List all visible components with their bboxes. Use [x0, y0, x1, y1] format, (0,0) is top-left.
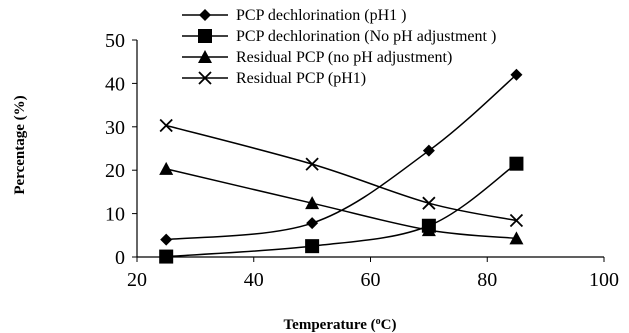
x-tick-label: 80	[477, 269, 497, 291]
legend-entry: PCP dechlorination (pH1 )	[182, 7, 407, 24]
legend-marker-square	[198, 29, 212, 43]
x-axis-title-tail: C)	[381, 317, 397, 333]
y-tick-label: 30	[105, 117, 125, 139]
series-line	[165, 124, 517, 222]
x-tick-label: 100	[589, 269, 619, 291]
x-axis-title-sup: o	[376, 316, 381, 327]
data-point-cross	[159, 118, 173, 133]
data-point-square	[305, 239, 320, 254]
series-layer	[159, 68, 524, 264]
axes: 0 10 20 30 40 50 20 40 60 80 100	[105, 30, 619, 291]
legend: PCP dechlorination (pH1 ) PCP dechlorinat…	[182, 7, 496, 87]
data-point-diamond	[160, 233, 173, 246]
legend-marker-diamond	[199, 9, 211, 21]
legend-label: Residual PCP (no pH adjustment)	[236, 49, 452, 66]
data-point-diamond	[306, 217, 319, 230]
data-point-cross	[305, 157, 319, 171]
data-point-square	[509, 156, 524, 171]
y-tick-label: 50	[105, 30, 125, 52]
series-triangle	[159, 161, 524, 245]
data-point-square	[159, 249, 174, 264]
series-diamond	[160, 68, 523, 246]
y-tick-label: 0	[115, 247, 125, 269]
data-point-triangle	[305, 196, 320, 210]
legend-marker-triangle	[198, 50, 212, 63]
legend-entry: PCP dechlorination (No pH adjustment )	[182, 28, 496, 45]
legend-entry: Residual PCP (pH1)	[182, 70, 366, 87]
legend-label: PCP dechlorination (pH1 )	[236, 7, 407, 24]
x-tick-label: 60	[361, 269, 381, 291]
legend-label: PCP dechlorination (No pH adjustment )	[236, 28, 496, 45]
series-line	[166, 163, 517, 258]
data-point-diamond	[510, 68, 523, 81]
y-tick-label: 40	[105, 73, 125, 95]
x-axis-title: Temperature (oC)	[284, 316, 397, 333]
legend-label: Residual PCP (pH1)	[236, 70, 366, 87]
data-point-cross	[509, 213, 524, 228]
x-tick-label: 20	[127, 269, 147, 291]
data-point-triangle	[421, 223, 436, 237]
x-axis-title-main: Temperature (	[284, 317, 376, 333]
y-tick-label: 10	[105, 204, 125, 226]
y-axis-title: Percentage (%)	[12, 95, 28, 194]
legend-marker-cross	[198, 71, 212, 85]
series-line	[166, 168, 517, 240]
series-cross	[159, 118, 524, 228]
y-tick-label: 20	[105, 160, 125, 182]
legend-entry: Residual PCP (no pH adjustment)	[182, 49, 452, 66]
data-point-cross	[422, 196, 436, 210]
data-point-diamond	[422, 144, 435, 157]
x-tick-label: 40	[244, 269, 264, 291]
data-point-triangle	[159, 161, 174, 175]
data-point-triangle	[509, 231, 524, 245]
series-line	[166, 74, 517, 241]
